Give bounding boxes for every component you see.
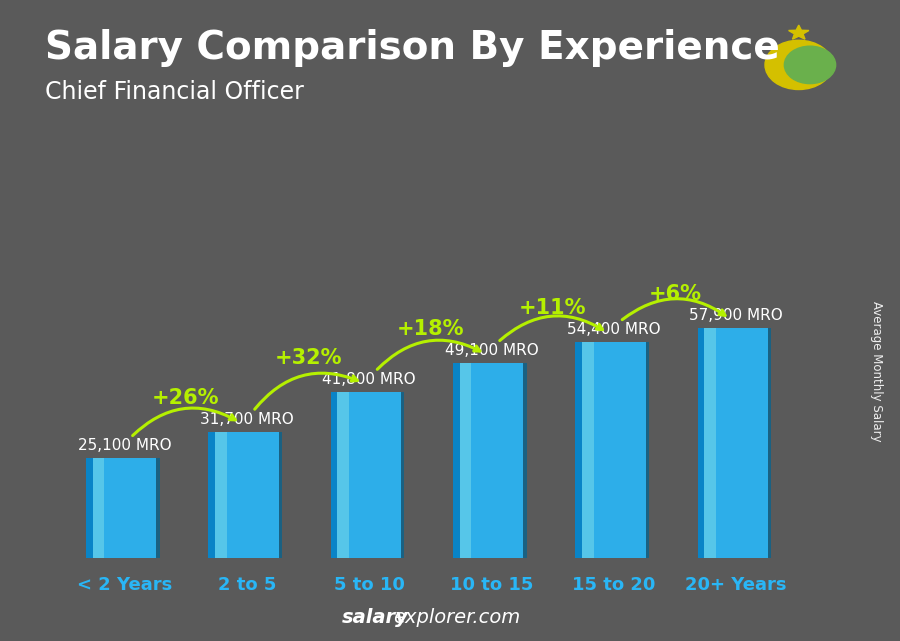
Polygon shape (453, 363, 460, 558)
Polygon shape (768, 328, 771, 558)
Bar (460, 363, 472, 558)
Polygon shape (575, 342, 582, 558)
Text: 25,100 MRO: 25,100 MRO (77, 438, 171, 453)
Circle shape (785, 46, 836, 83)
Text: Average Monthly Salary: Average Monthly Salary (870, 301, 883, 442)
Text: 49,100 MRO: 49,100 MRO (445, 343, 538, 358)
Text: +32%: +32% (274, 348, 342, 368)
Bar (582, 342, 645, 558)
Bar (93, 458, 104, 558)
Text: 31,700 MRO: 31,700 MRO (200, 412, 293, 427)
Polygon shape (86, 458, 93, 558)
Bar (93, 458, 157, 558)
Bar (215, 432, 227, 558)
Text: explorer.com: explorer.com (393, 608, 520, 627)
Bar (338, 392, 401, 558)
Text: 41,800 MRO: 41,800 MRO (322, 372, 416, 387)
Polygon shape (401, 392, 404, 558)
Bar (460, 363, 524, 558)
Text: +26%: +26% (152, 388, 220, 408)
Bar (705, 328, 768, 558)
Bar (705, 328, 716, 558)
Text: 57,900 MRO: 57,900 MRO (689, 308, 783, 323)
Text: 54,400 MRO: 54,400 MRO (567, 322, 661, 337)
Bar (215, 432, 279, 558)
Text: salary: salary (342, 608, 409, 627)
Text: +11%: +11% (519, 298, 587, 318)
Polygon shape (698, 328, 705, 558)
Bar (338, 392, 349, 558)
Circle shape (765, 40, 832, 90)
Polygon shape (157, 458, 159, 558)
Polygon shape (330, 392, 338, 558)
Text: +6%: +6% (649, 284, 702, 304)
Text: Chief Financial Officer: Chief Financial Officer (45, 80, 304, 104)
Bar (582, 342, 593, 558)
Polygon shape (524, 363, 526, 558)
Polygon shape (788, 25, 809, 39)
Polygon shape (279, 432, 282, 558)
Polygon shape (645, 342, 649, 558)
Polygon shape (208, 432, 215, 558)
Text: Salary Comparison By Experience: Salary Comparison By Experience (45, 29, 779, 67)
Text: +18%: +18% (397, 319, 464, 339)
